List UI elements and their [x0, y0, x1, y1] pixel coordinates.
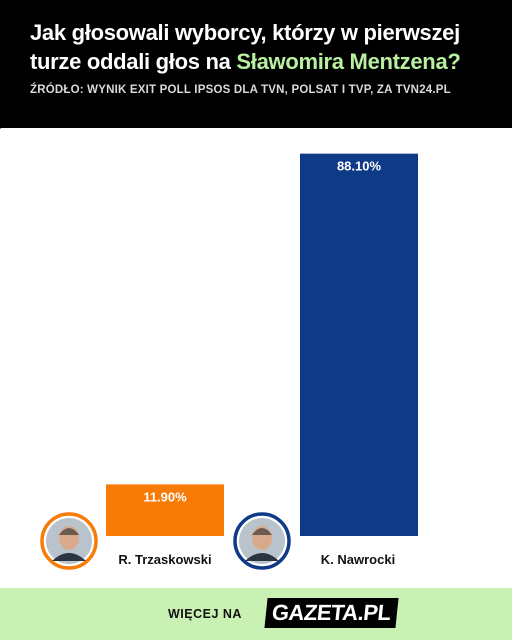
- more-at-label: WIĘCEJ NA: [168, 607, 242, 621]
- category-label: R. Trzaskowski: [118, 552, 211, 567]
- gazeta-logo-link[interactable]: GAZETA.PL: [264, 598, 399, 628]
- bar-chart: 11.90% R. Trzaskowski 88.10% K. Nawrocki: [40, 153, 418, 570]
- bar-r-trzaskowski: [106, 484, 224, 536]
- candidate-avatar: [233, 512, 291, 570]
- footer: WIĘCEJ NA GAZETA.PL: [0, 588, 512, 640]
- chart-title: Jak głosowali wyborcy, którzy w pierwsze…: [30, 18, 490, 76]
- plot-area: 11.90% R. Trzaskowski 88.10% K. Nawrocki: [0, 128, 512, 588]
- source-note: ŹRÓDŁO: WYNIK EXIT POLL IPSOS DLA TVN, P…: [30, 84, 451, 96]
- candidate-avatar: [40, 512, 98, 570]
- title-text: Jak głosowali wyborcy, którzy w pierwsze…: [30, 20, 460, 74]
- category-label: K. Nawrocki: [321, 552, 395, 567]
- title-highlight: Sławomira Mentzena?: [236, 49, 461, 74]
- value-label: 11.90%: [143, 489, 187, 504]
- header: Jak głosowali wyborcy, którzy w pierwsze…: [0, 0, 512, 128]
- bar-k-nawrocki: [300, 153, 418, 536]
- header-corner-notch: [0, 107, 22, 129]
- value-label: 88.10%: [337, 159, 382, 174]
